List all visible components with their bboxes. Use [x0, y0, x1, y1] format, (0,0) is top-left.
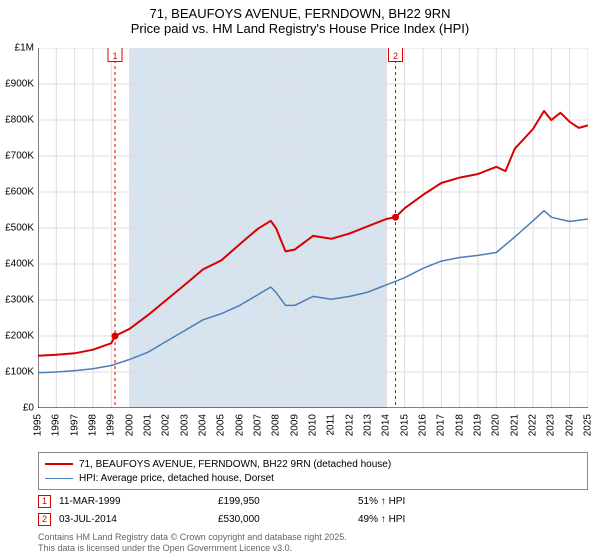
y-tick-label: £500K	[5, 223, 34, 234]
x-tick-label: 2005	[216, 414, 227, 436]
marker-box-label: 1	[112, 51, 117, 61]
y-axis-labels: £0£100K£200K£300K£400K£500K£600K£700K£80…	[0, 48, 36, 408]
x-tick-label: 2000	[124, 414, 135, 436]
x-tick-label: 2006	[234, 414, 245, 436]
x-tick-label: 2012	[344, 414, 355, 436]
x-tick-label: 2016	[418, 414, 429, 436]
x-tick-label: 2008	[271, 414, 282, 436]
y-tick-label: £0	[23, 403, 34, 414]
x-tick-label: 1995	[33, 414, 44, 436]
y-tick-label: £800K	[5, 115, 34, 126]
footnote-marker-box: 1	[38, 495, 51, 508]
title-line-2: Price paid vs. HM Land Registry's House …	[0, 21, 600, 36]
footnote-date: 11-MAR-1999	[59, 496, 121, 507]
title-block: 71, BEAUFOYS AVENUE, FERNDOWN, BH22 9RN …	[0, 0, 600, 36]
x-tick-label: 2007	[253, 414, 264, 436]
x-tick-label: 2018	[454, 414, 465, 436]
legend-label: 71, BEAUFOYS AVENUE, FERNDOWN, BH22 9RN …	[79, 459, 391, 470]
x-tick-label: 2022	[528, 414, 539, 436]
chart-area: £0£100K£200K£300K£400K£500K£600K£700K£80…	[38, 48, 588, 408]
y-tick-label: £300K	[5, 295, 34, 306]
y-tick-label: £100K	[5, 367, 34, 378]
footnote-marker-cell: 1 11-MAR-1999	[38, 495, 178, 508]
footnote-date: 03-JUL-2014	[59, 514, 117, 525]
legend-box: 71, BEAUFOYS AVENUE, FERNDOWN, BH22 9RN …	[38, 452, 588, 490]
chart-container: 71, BEAUFOYS AVENUE, FERNDOWN, BH22 9RN …	[0, 0, 600, 560]
plot-svg: 12	[38, 48, 588, 408]
y-tick-label: £400K	[5, 259, 34, 270]
sale-point	[392, 214, 399, 221]
footnote-row: 1 11-MAR-1999 £199,950 51% ↑ HPI	[38, 492, 588, 510]
x-tick-label: 2019	[473, 414, 484, 436]
attribution: Contains HM Land Registry data © Crown c…	[38, 532, 588, 554]
title-line-1: 71, BEAUFOYS AVENUE, FERNDOWN, BH22 9RN	[0, 6, 600, 21]
x-tick-label: 2011	[326, 414, 337, 436]
x-tick-label: 2020	[491, 414, 502, 436]
x-tick-label: 1998	[88, 414, 99, 436]
footnote-marker-box: 2	[38, 513, 51, 526]
y-tick-label: £600K	[5, 187, 34, 198]
y-tick-label: £700K	[5, 151, 34, 162]
footnote-delta: 51% ↑ HPI	[358, 496, 405, 507]
x-tick-label: 2003	[179, 414, 190, 436]
x-tick-label: 2015	[399, 414, 410, 436]
x-tick-label: 2004	[198, 414, 209, 436]
sale-point	[112, 333, 119, 340]
marker-box-label: 2	[393, 51, 398, 61]
x-tick-label: 2014	[381, 414, 392, 436]
x-tick-label: 2010	[308, 414, 319, 436]
attribution-line-2: This data is licensed under the Open Gov…	[38, 543, 588, 554]
y-tick-label: £1M	[15, 43, 34, 54]
x-tick-label: 1997	[69, 414, 80, 436]
footnote-price: £530,000	[218, 514, 318, 525]
footnote-rows: 1 11-MAR-1999 £199,950 51% ↑ HPI 2 03-JUL-201…	[38, 492, 588, 528]
x-tick-label: 2017	[436, 414, 447, 436]
x-tick-label: 2002	[161, 414, 172, 436]
x-tick-label: 2025	[583, 414, 594, 436]
attribution-line-1: Contains HM Land Registry data © Crown c…	[38, 532, 588, 543]
legend-swatch	[45, 463, 73, 465]
x-axis-labels: 1995199619971998199920002001200220032004…	[38, 410, 588, 450]
x-tick-label: 2024	[564, 414, 575, 436]
x-tick-label: 2023	[546, 414, 557, 436]
x-tick-label: 1999	[106, 414, 117, 436]
footnote-price: £199,950	[218, 496, 318, 507]
legend-swatch	[45, 478, 73, 479]
legend-row: HPI: Average price, detached house, Dors…	[45, 471, 581, 485]
footnote-row: 2 03-JUL-2014 £530,000 49% ↑ HPI	[38, 510, 588, 528]
x-tick-label: 2013	[363, 414, 374, 436]
footnote-marker-cell: 2 03-JUL-2014	[38, 513, 178, 526]
x-tick-label: 2021	[509, 414, 520, 436]
y-tick-label: £200K	[5, 331, 34, 342]
legend-row: 71, BEAUFOYS AVENUE, FERNDOWN, BH22 9RN …	[45, 457, 581, 471]
x-tick-label: 1996	[51, 414, 62, 436]
y-tick-label: £900K	[5, 79, 34, 90]
footnote-delta: 49% ↑ HPI	[358, 514, 405, 525]
x-tick-label: 2001	[143, 414, 154, 436]
legend-label: HPI: Average price, detached house, Dors…	[79, 473, 274, 484]
x-tick-label: 2009	[289, 414, 300, 436]
